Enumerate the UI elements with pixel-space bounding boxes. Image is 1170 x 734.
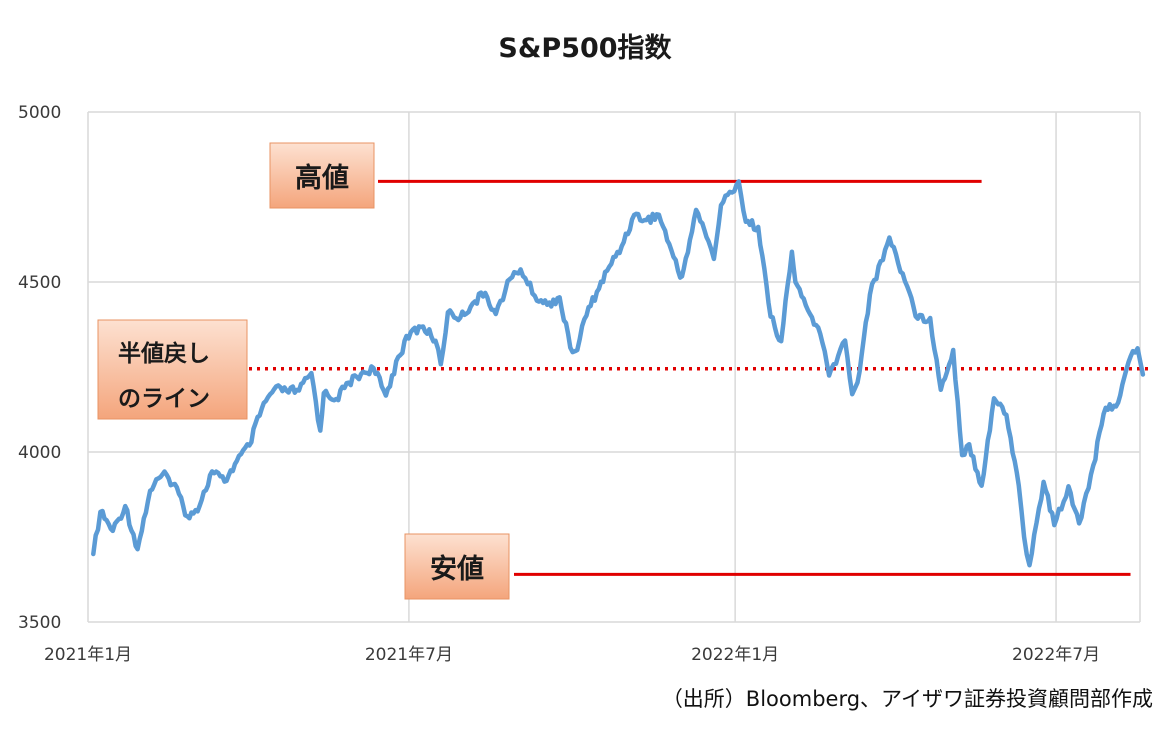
series-layer bbox=[91, 179, 1146, 568]
x-tick-label: 2022年1月 bbox=[691, 645, 779, 665]
x-tick-label: 2021年1月 bbox=[44, 645, 132, 665]
y-tick-label: 4000 bbox=[18, 443, 61, 463]
x-tick-label: 2021年7月 bbox=[365, 645, 453, 665]
low-label-box bbox=[404, 533, 510, 600]
low-label-text: 安値 bbox=[430, 554, 484, 585]
low-label: 安値 bbox=[404, 533, 510, 600]
reference-lines bbox=[249, 179, 1148, 576]
source-note: （出所）Bloomberg、アイザワ証券投資顧問部作成 bbox=[662, 687, 1153, 711]
sp500-series-line bbox=[91, 179, 1146, 568]
y-tick-label: 4500 bbox=[18, 273, 61, 293]
y-axis-ticks: 5000 4500 4000 3500 bbox=[18, 103, 61, 633]
y-tick-label: 3500 bbox=[18, 613, 61, 633]
high-label: 高値 bbox=[269, 142, 375, 209]
x-tick-label: 2022年7月 bbox=[1012, 645, 1100, 665]
half-label-box bbox=[97, 319, 248, 420]
half-label-line2: のライン bbox=[118, 386, 210, 412]
y-tick-label: 5000 bbox=[18, 103, 61, 123]
x-axis-ticks: 2021年1月 2021年7月 2022年1月 2022年7月 bbox=[44, 645, 1100, 665]
high-label-text: 高値 bbox=[295, 162, 349, 194]
high-label-box bbox=[269, 142, 375, 209]
half-label-line1: 半値戻し bbox=[118, 341, 210, 367]
half-retracement-label: 半値戻し のライン bbox=[97, 319, 248, 420]
chart-title: S&P500指数 bbox=[498, 33, 672, 64]
